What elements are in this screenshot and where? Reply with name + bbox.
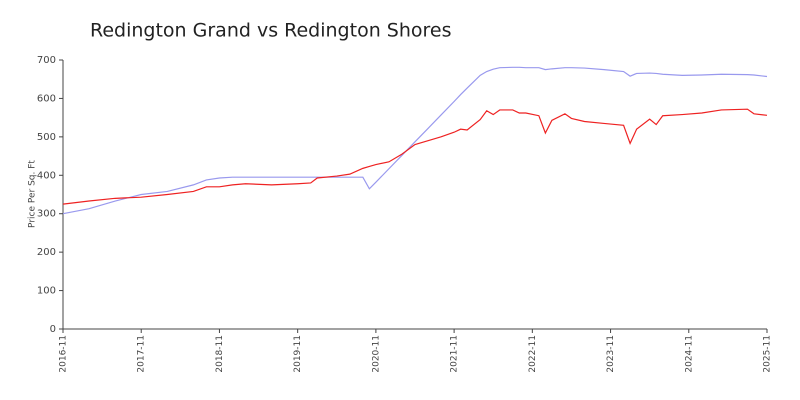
x-tick-label: 2020-11: [371, 335, 381, 373]
x-tick-label: 2017-11: [137, 335, 147, 373]
x-tick-label: 2016-11: [59, 335, 69, 373]
x-tick-label: 2023-11: [606, 335, 616, 373]
x-tick-label: 2025-11: [763, 335, 773, 373]
y-tick-label: 600: [37, 93, 56, 104]
series-line: [62, 66, 768, 215]
chart-title: Redington Grand vs Redington Shores: [90, 20, 451, 42]
x-tick-label: 2022-11: [528, 335, 538, 373]
y-tick-label: 500: [37, 132, 56, 143]
x-tick-label: 2018-11: [215, 335, 225, 373]
x-tick-label: 2021-11: [450, 335, 460, 373]
y-tick-label: 200: [37, 247, 56, 258]
y-tick-label: 100: [37, 286, 56, 297]
y-tick-label: 700: [37, 55, 56, 66]
y-axis-label: Price Per Sq. Ft: [28, 160, 38, 228]
y-tick-label: 0: [50, 324, 56, 335]
y-tick-label: 300: [37, 209, 56, 220]
y-tick-label: 400: [37, 170, 56, 181]
x-tick-label: 2019-11: [293, 335, 303, 373]
series-line: [62, 108, 768, 205]
x-tick-label: 2024-11: [684, 335, 694, 373]
